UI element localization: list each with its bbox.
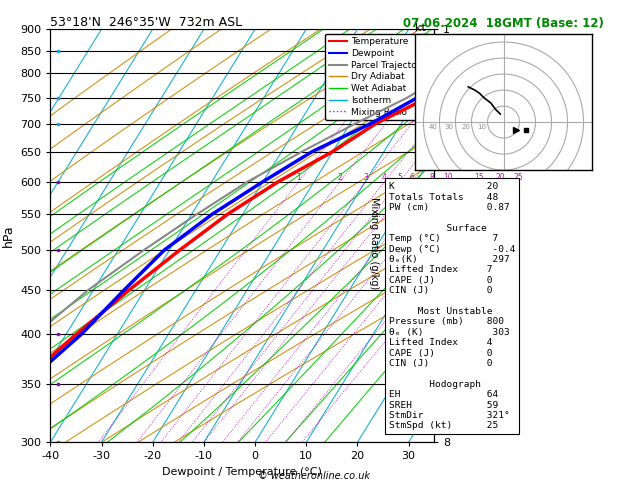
Text: 10: 10	[477, 123, 486, 130]
Text: 6: 6	[409, 173, 415, 182]
Text: K                20
Totals Totals    48
PW (cm)          0.87

          Surface: K 20 Totals Totals 48 PW (cm) 0.87 Surfa…	[389, 182, 515, 431]
Text: 4: 4	[382, 173, 387, 182]
Y-axis label: km
ASL: km ASL	[455, 236, 474, 257]
Text: 20: 20	[496, 173, 506, 182]
Text: 15: 15	[474, 173, 484, 182]
Text: LCL: LCL	[438, 407, 456, 417]
Y-axis label: hPa: hPa	[2, 225, 14, 247]
X-axis label: Dewpoint / Temperature (°C): Dewpoint / Temperature (°C)	[162, 467, 322, 477]
Text: 5: 5	[397, 173, 402, 182]
Text: 3: 3	[363, 173, 368, 182]
Text: 20: 20	[461, 123, 470, 130]
Text: 10: 10	[443, 173, 454, 182]
Text: 53°18'N  246°35'W  732m ASL: 53°18'N 246°35'W 732m ASL	[50, 16, 242, 29]
Text: kt: kt	[416, 23, 426, 33]
Legend: Temperature, Dewpoint, Parcel Trajectory, Dry Adiabat, Wet Adiabat, Isotherm, Mi: Temperature, Dewpoint, Parcel Trajectory…	[325, 34, 430, 120]
Text: 1: 1	[296, 173, 301, 182]
Text: 25: 25	[513, 173, 523, 182]
Text: Mixing Ratio (g/kg): Mixing Ratio (g/kg)	[369, 197, 379, 289]
Text: © weatheronline.co.uk: © weatheronline.co.uk	[259, 471, 370, 481]
Text: 30: 30	[445, 123, 454, 130]
Text: 40: 40	[429, 123, 438, 130]
Text: 2: 2	[338, 173, 342, 182]
Text: 07.06.2024  18GMT (Base: 12): 07.06.2024 18GMT (Base: 12)	[403, 17, 604, 30]
Text: 8: 8	[430, 173, 435, 182]
